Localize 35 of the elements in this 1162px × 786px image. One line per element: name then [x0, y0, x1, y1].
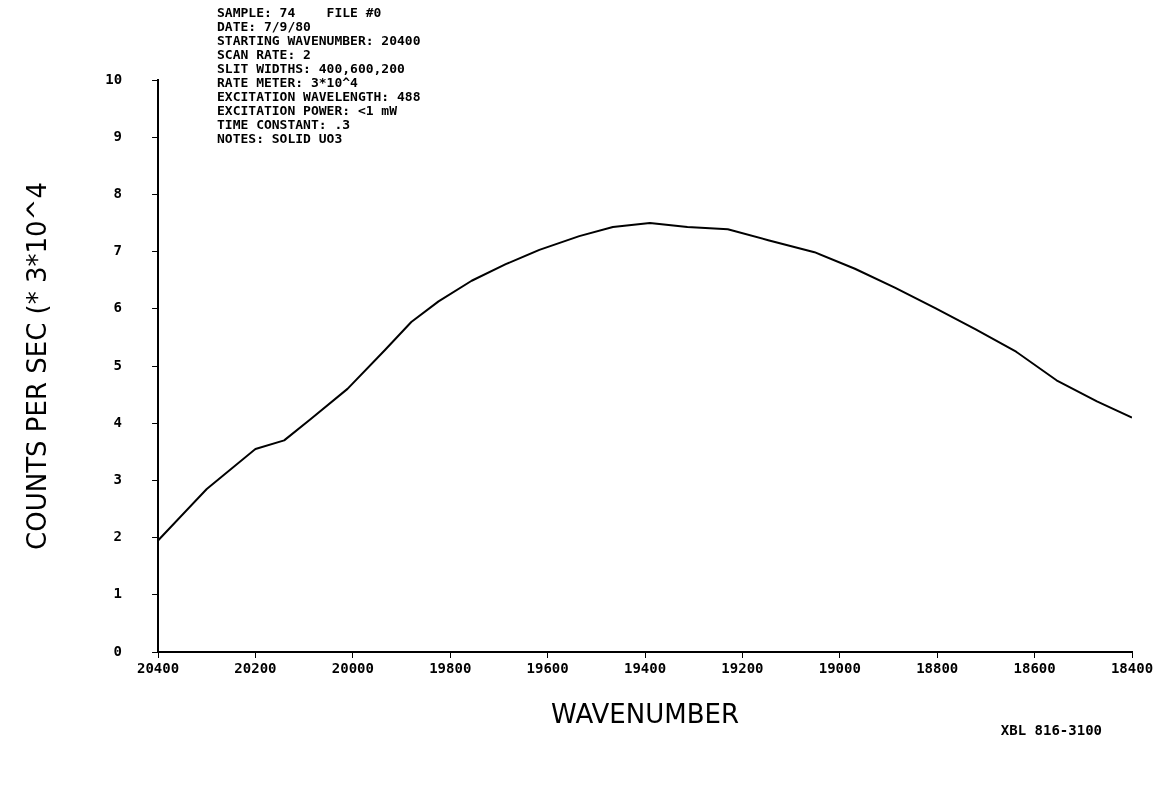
- text: STARTING WAVENUMBER: 20400: [217, 33, 421, 48]
- x-tick-label: 19800: [429, 660, 472, 677]
- y-tick-label: 2: [113, 528, 123, 545]
- text: XBL 816-3100: [1000, 722, 1102, 738]
- text: SAMPLE: 74 FILE #0: [217, 5, 383, 20]
- y-tick-label: 10: [105, 70, 123, 87]
- x-tick-label: 18800: [916, 660, 959, 677]
- x-tick-label: 19000: [818, 660, 861, 677]
- y-tick-label: 4: [113, 413, 123, 430]
- text: DATE: 7/9/80: [217, 19, 312, 34]
- y-tick-label: 5: [113, 356, 123, 373]
- annotation: EXCITATION POWER: <1 mW: [217, 103, 398, 118]
- annotation: RATE METER: 3*10^4: [217, 75, 359, 90]
- y-tick-label: 0: [113, 642, 123, 659]
- x-tick-label: 20000: [331, 660, 374, 677]
- y-axis-title: COUNTS PER SEC (* 3*10^4: [22, 182, 53, 550]
- y-tick-label: 9: [113, 127, 123, 144]
- y-tick-label: 1: [113, 585, 123, 602]
- annotation: NOTES: SOLID UO3: [217, 131, 344, 146]
- x-tick-label: 20200: [234, 660, 277, 677]
- y-tick-label: 8: [113, 185, 123, 202]
- y-tick-label: 6: [113, 299, 123, 316]
- x-tick-label: 20400: [136, 660, 180, 677]
- x-tick-label: 19600: [526, 660, 569, 677]
- text: SCAN RATE: 2: [217, 47, 312, 62]
- y-tick-label: 3: [113, 471, 123, 488]
- x-axis-title: WAVENUMBER: [551, 699, 739, 730]
- text: SLIT WIDTHS: 400,600,200: [217, 61, 406, 76]
- x-tick-label: 18400: [1110, 660, 1154, 677]
- annotation: TIME CONSTANT: .3: [217, 117, 352, 132]
- x-tick-label: 18600: [1013, 660, 1056, 677]
- x-tick-label: 19400: [623, 660, 667, 677]
- x-tick-label: 19200: [721, 660, 764, 677]
- y-tick-label: 7: [113, 242, 123, 259]
- annotation: EXCITATION WAVELENGTH: 488: [217, 89, 421, 104]
